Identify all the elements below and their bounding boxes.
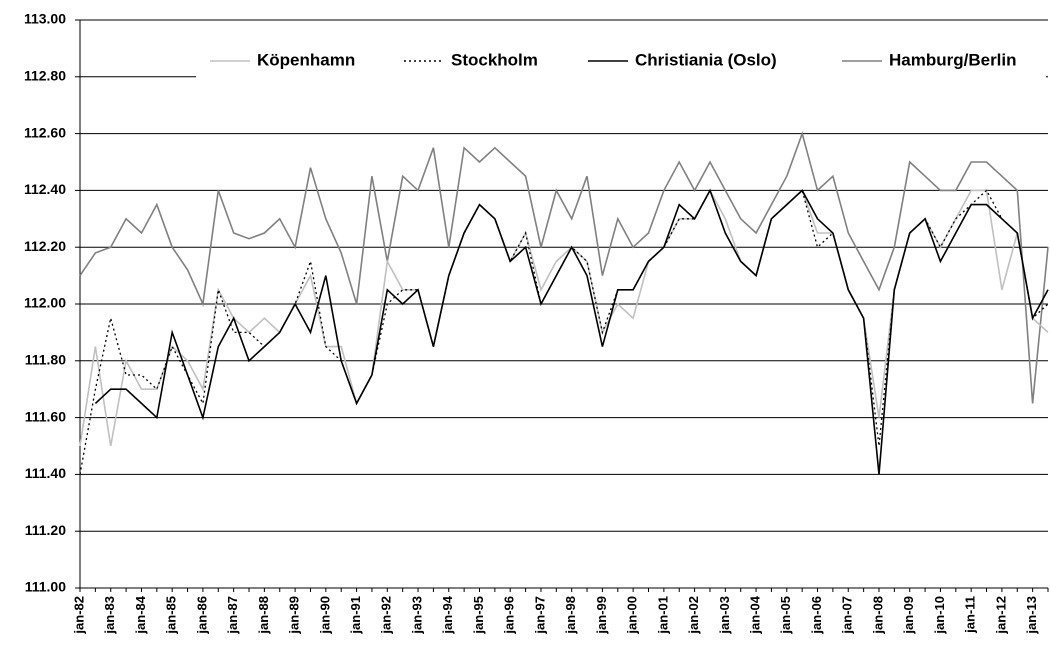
x-tick-label: jan-99 [594, 596, 609, 635]
legend-label: Stockholm [451, 50, 538, 69]
x-tick-label: jan-82 [71, 596, 86, 635]
x-tick-label: jan-01 [655, 596, 670, 635]
x-tick-label: jan-93 [409, 596, 424, 635]
legend-label: Köpenhamn [257, 50, 355, 69]
x-tick-label: jan-08 [870, 596, 885, 635]
x-tick-label: jan-04 [748, 595, 763, 634]
y-tick-label: 111.40 [25, 465, 66, 481]
x-tick-label: jan-96 [502, 596, 517, 635]
series-line [94, 188, 1049, 475]
x-tick-label: jan-06 [809, 596, 824, 635]
y-tick-label: 111.80 [25, 352, 66, 368]
y-tick-label: 112.40 [24, 181, 66, 197]
x-tick-label: jan-11 [963, 596, 978, 634]
x-tick-label: jan-85 [164, 596, 179, 635]
x-tick-label: jan-84 [133, 595, 148, 634]
y-tick-label: 112.20 [24, 238, 66, 254]
x-tick-label: jan-97 [532, 596, 547, 635]
x-tick-label: jan-88 [256, 596, 271, 635]
series-line [79, 130, 1049, 404]
x-tick-label: jan-12 [993, 596, 1008, 635]
y-tick-label: 111.60 [25, 408, 66, 424]
legend-label: Hamburg/Berlin [889, 50, 1017, 69]
x-tick-label: jan-02 [686, 596, 701, 635]
x-tick-label: jan-92 [379, 596, 394, 635]
x-tick-label: jan-09 [901, 596, 916, 635]
y-tick-label: 112.60 [24, 124, 66, 140]
x-tick-label: jan-00 [625, 596, 640, 635]
x-tick-label: jan-10 [932, 596, 947, 635]
x-tick-label: jan-83 [102, 596, 117, 635]
x-tick-label: jan-98 [563, 596, 578, 635]
x-tick-label: jan-90 [317, 596, 332, 635]
x-tick-label: jan-05 [778, 596, 793, 635]
x-tick-label: jan-03 [717, 596, 732, 635]
x-tick-label: jan-95 [471, 596, 486, 635]
y-tick-label: 112.80 [24, 68, 66, 84]
series-line [79, 188, 1049, 447]
x-tick-label: jan-86 [194, 596, 209, 635]
x-tick-label: jan-91 [348, 596, 363, 635]
x-tick-label: jan-94 [440, 595, 455, 634]
x-tick-label: jan-07 [840, 596, 855, 635]
x-tick-label: jan-89 [287, 596, 302, 635]
legend-label: Christiania (Oslo) [635, 50, 777, 69]
y-tick-label: 112.00 [24, 295, 66, 311]
y-tick-label: 111.00 [25, 579, 66, 595]
x-tick-label: jan-13 [1024, 596, 1039, 635]
y-tick-label: 113.00 [24, 11, 66, 27]
x-tick-label: jan-87 [225, 596, 240, 635]
y-tick-label: 111.20 [25, 522, 66, 538]
